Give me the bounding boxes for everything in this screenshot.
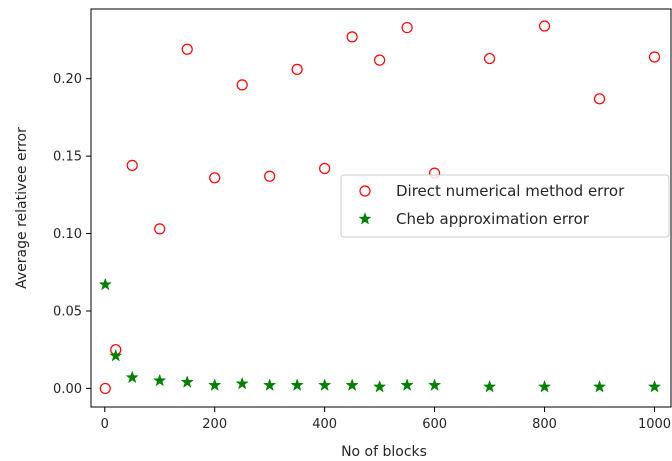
legend-marker-direct xyxy=(359,185,371,197)
y-axis-label: Average relativee error xyxy=(14,127,30,289)
cheb-error-point xyxy=(482,379,497,393)
cheb-error-point xyxy=(98,277,112,291)
cheb-error-point xyxy=(290,378,304,391)
cheb-error-point xyxy=(537,379,552,393)
cheb-error-point xyxy=(318,378,332,391)
cheb-error-point xyxy=(180,375,194,388)
cheb-error-point xyxy=(345,378,359,391)
direct-error-point xyxy=(291,63,303,75)
legend-label-direct: Direct numerical method error xyxy=(396,182,625,200)
x-tick-label: 800 xyxy=(532,417,557,432)
direct-error-point xyxy=(648,51,661,63)
legend: Direct numerical method error Cheb appro… xyxy=(340,174,670,238)
cheb-error-point xyxy=(592,379,607,393)
cheb-error-point xyxy=(208,378,222,391)
y-tick-label: 0.00 xyxy=(53,382,82,397)
legend-label-cheb: Cheb approximation error xyxy=(396,210,590,228)
direct-error-point xyxy=(593,93,606,105)
cheb-error-point xyxy=(373,379,387,393)
y-tick-label: 0.10 xyxy=(53,227,82,242)
direct-error-point xyxy=(181,43,193,55)
x-tick-label: 400 xyxy=(312,417,337,432)
direct-error-point xyxy=(538,20,551,32)
direct-error-point xyxy=(154,223,166,235)
direct-error-point xyxy=(264,170,276,182)
cheb-error-point xyxy=(235,376,249,390)
x-tick-label: 0 xyxy=(101,417,109,432)
cheb-error-point xyxy=(263,378,277,391)
direct-error-point xyxy=(209,172,221,184)
y-tick-label: 0.20 xyxy=(53,72,82,87)
direct-error-point xyxy=(346,31,358,43)
x-tick-label: 200 xyxy=(202,417,227,432)
direct-error-point xyxy=(401,21,413,34)
x-axis-label: No of blocks xyxy=(341,444,427,460)
cheb-error-point xyxy=(109,348,123,362)
data-points xyxy=(98,20,662,395)
legend-marker-cheb xyxy=(358,212,372,225)
x-tick-label: 600 xyxy=(422,417,447,432)
direct-error-point xyxy=(126,159,138,172)
direct-error-point xyxy=(374,54,386,66)
cheb-error-point xyxy=(153,373,167,387)
cheb-error-point xyxy=(125,370,139,384)
cheb-error-point xyxy=(647,379,662,393)
direct-error-point xyxy=(483,52,496,65)
y-axis: 0.00 0.05 0.10 0.15 0.20 xyxy=(53,72,91,397)
direct-error-point xyxy=(319,162,331,175)
legend-star-marker xyxy=(358,212,372,225)
direct-error-point xyxy=(99,382,111,395)
x-axis: 0 200 400 600 800 1000 xyxy=(101,407,671,432)
y-tick-label: 0.05 xyxy=(53,304,82,319)
x-tick-label: 1000 xyxy=(638,417,671,432)
direct-error-point xyxy=(236,79,248,91)
legend-circle-marker xyxy=(359,185,371,197)
legend-box xyxy=(340,174,670,238)
cheb-error-point xyxy=(427,378,442,391)
y-tick-label: 0.15 xyxy=(53,150,82,165)
cheb-error-point xyxy=(400,378,414,391)
